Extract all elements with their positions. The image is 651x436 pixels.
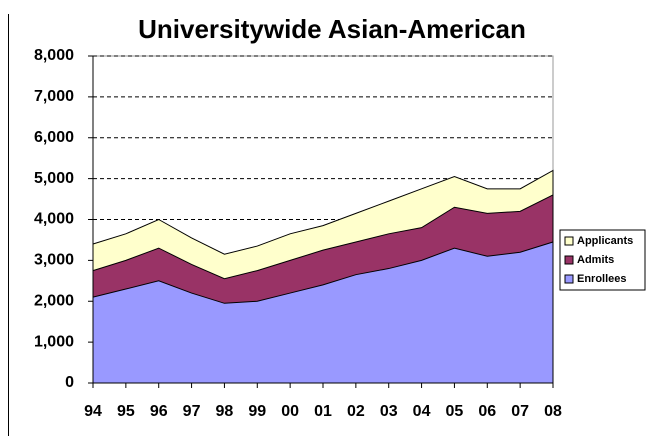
x-tick-label: 98 <box>216 403 234 420</box>
x-tick-label: 04 <box>413 403 431 420</box>
x-tick-label: 94 <box>84 403 102 420</box>
legend-label: Enrollees <box>577 273 627 285</box>
y-tick-label: 0 <box>65 374 74 391</box>
legend-swatch <box>564 236 574 246</box>
area <box>92 241 554 384</box>
y-tick-label: 8,000 <box>34 47 74 64</box>
y-tick-label: 5,000 <box>34 170 74 187</box>
legend <box>559 229 646 291</box>
x-tick-label: 00 <box>281 403 299 420</box>
legend-label: Admits <box>577 254 614 266</box>
legend-label: Applicants <box>577 235 633 247</box>
x-tick-label: 95 <box>117 403 135 420</box>
x-tick-label: 08 <box>544 403 562 420</box>
x-tick-label: 05 <box>446 403 464 420</box>
x-tick-label: 06 <box>478 403 496 420</box>
y-tick-label: 2,000 <box>34 292 74 309</box>
y-tick-label: 1,000 <box>34 333 74 350</box>
x-tick-label: 01 <box>314 403 332 420</box>
legend-swatch <box>564 255 574 265</box>
x-tick-label: 02 <box>347 403 365 420</box>
legend-swatch <box>564 274 574 284</box>
y-tick-label: 7,000 <box>34 88 74 105</box>
chart-title: Universitywide Asian-American <box>138 14 526 44</box>
y-tick-label: 3,000 <box>34 252 74 269</box>
x-tick-label: 03 <box>380 403 398 420</box>
y-tick-label: 6,000 <box>34 129 74 146</box>
x-tick-label: 97 <box>183 403 201 420</box>
x-tick-label: 99 <box>248 403 266 420</box>
y-tick-label: 4,000 <box>34 211 74 228</box>
x-tick-label: 07 <box>511 403 529 420</box>
x-tick-label: 96 <box>150 403 168 420</box>
